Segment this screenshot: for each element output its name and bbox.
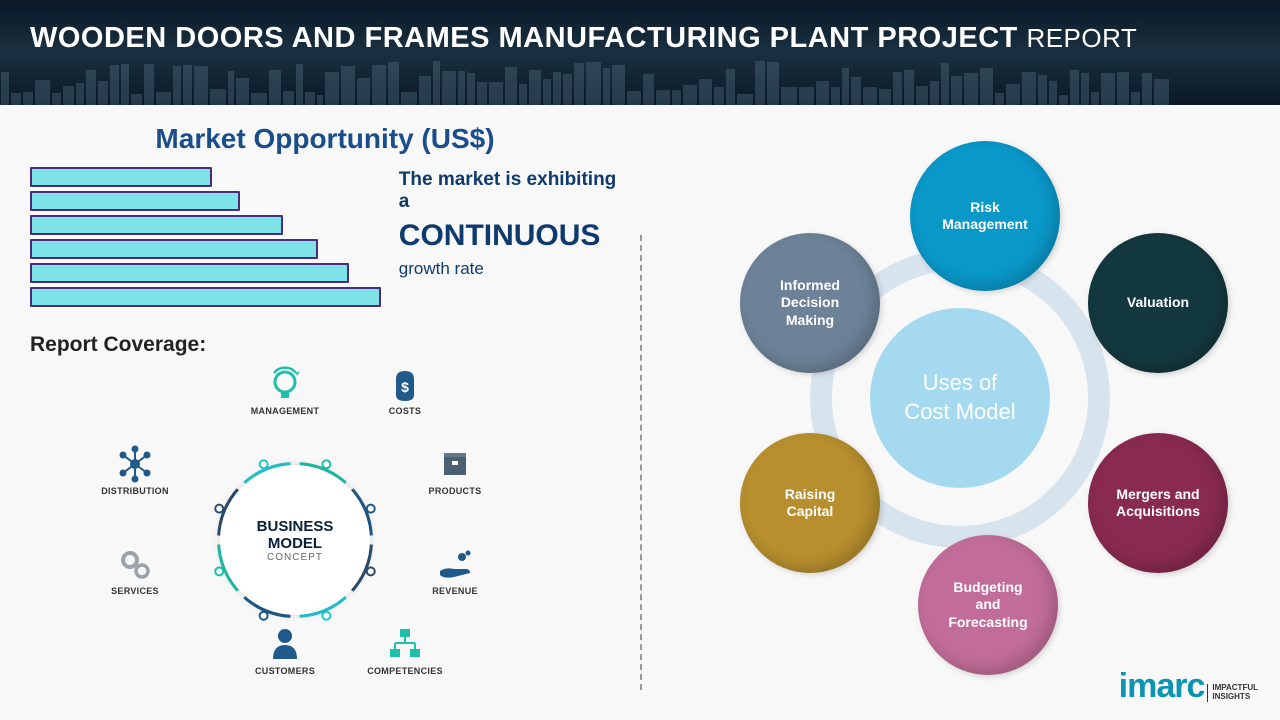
bulb-icon [266,365,304,403]
bm-item-label: SERVICES [90,586,180,596]
bm-item: PRODUCTS [410,445,500,496]
org-icon [386,625,424,663]
cost-model-node: InformedDecisionMaking [740,233,880,373]
right-panel: Uses of Cost Model RiskManagementValuati… [640,105,1280,720]
content-area: Market Opportunity (US$) The market is e… [0,105,1280,720]
bm-center: BUSINESS MODEL CONCEPT [220,465,370,615]
svg-text:$: $ [401,379,409,395]
title-tail: REPORT [1026,23,1137,53]
cm-center: Uses of Cost Model [870,308,1050,488]
bm-item-label: CUSTOMERS [240,666,330,676]
logo-text: imarc [1119,667,1205,705]
hand-icon [436,545,474,583]
bar-chart [30,167,381,311]
page-title: WOODEN DOORS AND FRAMES MANUFACTURING PL… [0,0,1280,55]
bar [30,191,240,211]
bm-item: $ COSTS [360,365,450,416]
cm-center-l1: Uses of [923,369,998,398]
cost-model-node: RiskManagement [910,141,1060,291]
skyline-decoration [0,60,1280,105]
header: WOODEN DOORS AND FRAMES MANUFACTURING PL… [0,0,1280,105]
bm-center-l1: BUSINESS [257,518,334,535]
bm-item: MANAGEMENT [240,365,330,416]
bar [30,167,212,187]
market-opportunity-title: Market Opportunity (US$) [30,123,620,155]
bm-item: DISTRIBUTION [90,445,180,496]
network-icon [116,445,154,483]
brand-logo: imarcIMPACTFULINSIGHTS [1119,667,1258,706]
bar [30,287,381,307]
cm-center-l2: Cost Model [904,398,1015,427]
title-bold: WOODEN DOORS AND FRAMES MANUFACTURING PL… [30,22,1018,54]
bm-item-label: PRODUCTS [410,486,500,496]
growth-text: The market is exhibiting a CONTINUOUS gr… [399,169,620,279]
bm-item: CUSTOMERS [240,625,330,676]
cost-model-node: Mergers andAcquisitions [1088,433,1228,573]
growth-line3: growth rate [399,259,620,279]
left-panel: Market Opportunity (US$) The market is e… [0,105,640,720]
bm-item: REVENUE [410,545,500,596]
cost-model-node: RaisingCapital [740,433,880,573]
bm-item-label: COMPETENCIES [360,666,450,676]
logo-tagline: IMPACTFULINSIGHTS [1207,684,1258,702]
bar [30,239,318,259]
cost-model-node: Valuation [1088,233,1228,373]
cost-model-node: BudgetingandForecasting [918,535,1058,675]
gears-icon [116,545,154,583]
growth-line2: CONTINUOUS [399,219,620,253]
bm-item: SERVICES [90,545,180,596]
growth-line1: The market is exhibiting a [399,169,620,213]
bm-item-label: COSTS [360,406,450,416]
money-icon: $ [386,365,424,403]
bm-center-l2: MODEL [268,535,322,552]
bm-center-l3: CONCEPT [267,552,323,563]
bm-item-label: REVENUE [410,586,500,596]
bar [30,263,349,283]
person-icon [266,625,304,663]
bm-item-label: MANAGEMENT [240,406,330,416]
box-icon [436,445,474,483]
business-model-diagram: BUSINESS MODEL CONCEPT MANAGEMENT $ COSTS D… [80,365,500,675]
cost-model-diagram: Uses of Cost Model RiskManagementValuati… [690,133,1230,673]
bars-and-text: The market is exhibiting a CONTINUOUS gr… [30,167,620,311]
bm-item: COMPETENCIES [360,625,450,676]
report-coverage-title: Report Coverage: [30,333,620,357]
bar [30,215,283,235]
bm-item-label: DISTRIBUTION [90,486,180,496]
